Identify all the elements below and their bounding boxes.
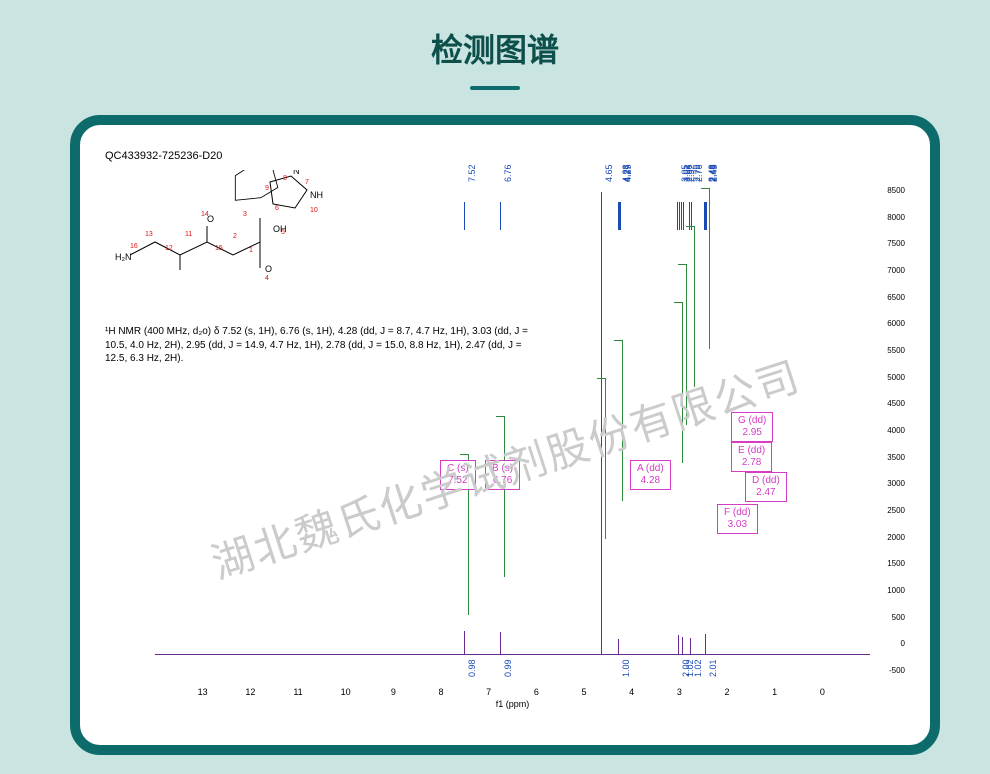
x-tick: 7 — [486, 687, 491, 697]
integral-value: 1.02 — [693, 659, 703, 677]
peak-label: 4.25 — [623, 164, 633, 182]
page-title: 检测图谱 — [0, 0, 990, 71]
sample-id: QC433932-725236-D20 — [105, 150, 222, 162]
x-tick: 12 — [245, 687, 255, 697]
peak-label: 2.45 — [709, 164, 719, 182]
y-tick: 4000 — [877, 426, 905, 435]
x-tick: 3 — [677, 687, 682, 697]
y-tick: 7500 — [877, 239, 905, 248]
y-tick: 3000 — [877, 479, 905, 488]
y-tick: 5000 — [877, 373, 905, 382]
x-tick: 6 — [534, 687, 539, 697]
spectrum-frame: QC433932-725236-D20 H₂N O OH O N NH — [70, 115, 940, 755]
x-tick: 13 — [198, 687, 208, 697]
y-tick: 6000 — [877, 319, 905, 328]
integral-value: 2.01 — [708, 659, 718, 677]
peak-label: 4.65 — [604, 164, 614, 182]
svg-text:N: N — [293, 170, 300, 176]
x-tick: 9 — [391, 687, 396, 697]
nmr-peak — [678, 635, 679, 655]
x-tick: 4 — [629, 687, 634, 697]
y-tick: 500 — [877, 613, 905, 622]
y-tick: 0 — [877, 639, 905, 648]
y-tick: 5500 — [877, 346, 905, 355]
y-tick: 2000 — [877, 533, 905, 542]
y-tick: -500 — [877, 666, 905, 675]
peak-label: 2.76 — [694, 164, 704, 182]
x-tick: 2 — [724, 687, 729, 697]
peak-annotation-box: D (dd)2.47 — [745, 472, 787, 502]
y-tick: 7000 — [877, 266, 905, 275]
baseline — [155, 654, 870, 655]
integral-value: 0.98 — [467, 659, 477, 677]
nmr-peak — [682, 637, 683, 655]
y-tick: 3500 — [877, 453, 905, 462]
svg-text:7: 7 — [305, 179, 309, 186]
x-tick: 0 — [820, 687, 825, 697]
nmr-plot: QC433932-725236-D20 H₂N O OH O N NH — [105, 145, 905, 730]
nmr-peak — [690, 638, 691, 656]
y-axis: -500 0 500 1000 1500 2000 2500 3000 3500 4000 4500… — [877, 190, 905, 705]
y-tick: 1500 — [877, 559, 905, 568]
nmr-peak — [618, 639, 619, 655]
y-tick: 8500 — [877, 186, 905, 195]
peak-annotation-box: E (dd)2.78 — [731, 442, 772, 472]
peak-label: 6.76 — [503, 164, 513, 182]
svg-text:8: 8 — [283, 175, 287, 182]
x-tick: 10 — [341, 687, 351, 697]
y-tick: 6500 — [877, 293, 905, 302]
y-tick: 2500 — [877, 506, 905, 515]
x-tick: 11 — [293, 687, 302, 697]
peak-annotation-box: F (dd)3.03 — [717, 504, 758, 534]
x-tick: 5 — [581, 687, 586, 697]
x-tick: 8 — [438, 687, 443, 697]
x-axis: f1 (ppm) 012345678910111213 — [155, 685, 870, 705]
peak-label: 7.52 — [467, 164, 477, 182]
nmr-peak — [705, 634, 706, 655]
y-tick: 1000 — [877, 586, 905, 595]
nmr-peak — [500, 632, 501, 655]
title-underline — [470, 86, 520, 90]
integral-curve — [701, 188, 710, 349]
nmr-peak — [464, 631, 465, 655]
x-tick: 1 — [772, 687, 777, 697]
integral-value: 0.99 — [503, 659, 513, 677]
x-axis-label: f1 (ppm) — [496, 699, 530, 709]
peak-annotation-box: A (dd)4.28 — [630, 460, 671, 490]
y-tick: 4500 — [877, 399, 905, 408]
y-tick: 8000 — [877, 213, 905, 222]
integral-value: 1.00 — [621, 659, 631, 677]
integral-curve — [686, 226, 695, 387]
